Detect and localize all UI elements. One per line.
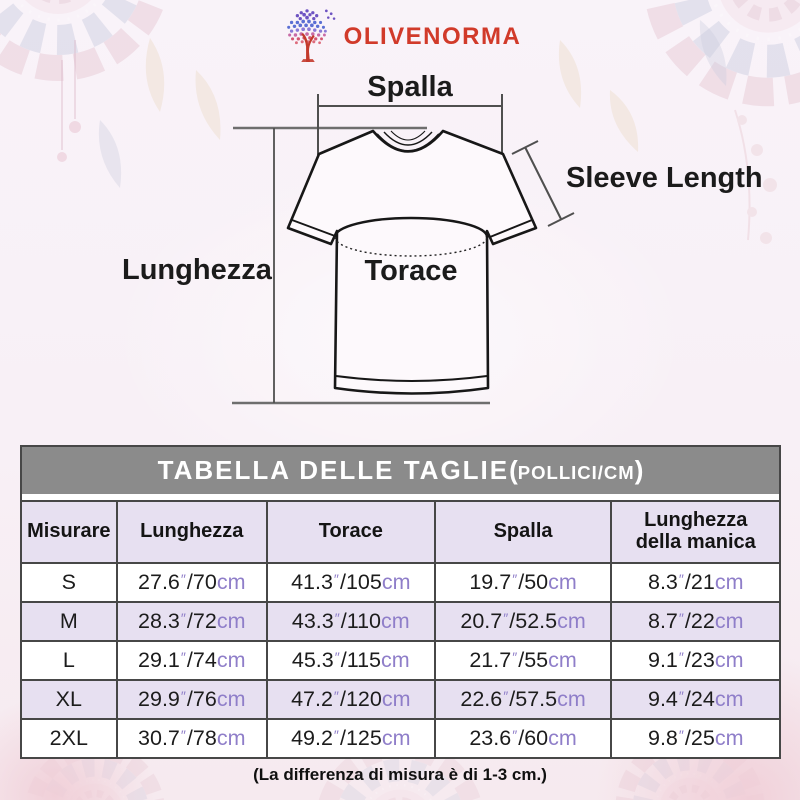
size-table-section: TABELLA DELLE TAGLIE(POLLICI/CM) Misurar… bbox=[20, 445, 781, 759]
measurement-cell: 29.1″/74cm bbox=[115, 640, 268, 681]
size-cell: S bbox=[20, 562, 118, 603]
column-header-torace: Torace bbox=[265, 500, 436, 564]
size-table-title: TABELLA DELLE TAGLIE(POLLICI/CM) bbox=[20, 445, 781, 494]
column-header-lunghezza: Lunghezza bbox=[115, 500, 268, 564]
collar-inner-line bbox=[376, 133, 440, 152]
size-row-L: L 29.1″/74cm 45.3″/115cm 21.7″/55cm 9.1″/23c… bbox=[20, 640, 781, 681]
measurement-tolerance-note: (La differenza di misura è di 1-3 cm.) bbox=[253, 765, 547, 784]
sleeve-measure-line bbox=[511, 140, 575, 227]
measurement-cell: 23.6″/60cm bbox=[433, 718, 613, 759]
size-table-title-row: TABELLA DELLE TAGLIE(POLLICI/CM) bbox=[20, 445, 781, 494]
table-spacer bbox=[20, 494, 781, 502]
size-row-S: S 27.6″/70cm 41.3″/105cm 19.7″/50cm 8.3″/21c… bbox=[20, 562, 781, 603]
measurement-cell: 9.8″/25cm bbox=[610, 718, 781, 759]
measurement-cell: 19.7″/50cm bbox=[433, 562, 613, 603]
brand-tree-icon bbox=[286, 9, 335, 63]
measurement-cell: 22.6″/57.5cm bbox=[433, 679, 613, 720]
sleeve-cuff-lines bbox=[291, 219, 533, 238]
size-cell: 2XL bbox=[20, 718, 118, 759]
brand-name: OLIVENORMA bbox=[343, 23, 522, 50]
torace-ellipse-bottom bbox=[333, 216, 489, 238]
tree-trunk bbox=[300, 33, 315, 63]
lunghezza-label: Lunghezza bbox=[122, 254, 272, 286]
column-header-misurare: Misurare bbox=[20, 500, 118, 564]
measurement-cell: 43.3″/110cm bbox=[265, 601, 436, 642]
measurement-cell: 9.4″/24cm bbox=[610, 679, 781, 720]
size-row-2XL: 2XL 30.7″/78cm 49.2″/125cm 23.6″/60cm 9.8″/2… bbox=[20, 718, 781, 759]
column-header-manica: Lunghezza della manica bbox=[610, 500, 781, 564]
hem-inner-line bbox=[335, 375, 488, 382]
table-title-units: POLLICI/CM bbox=[517, 462, 635, 483]
torace-ellipse-top bbox=[334, 236, 488, 257]
torace-label: Torace bbox=[364, 255, 458, 287]
column-header-spalla: Spalla bbox=[433, 500, 613, 564]
measurement-cell: 41.3″/105cm bbox=[265, 562, 436, 603]
measurement-cell: 27.6″/70cm bbox=[115, 562, 268, 603]
measurement-cell: 9.1″/23cm bbox=[610, 640, 781, 681]
measurement-cell: 28.3″/72cm bbox=[115, 601, 268, 642]
length-reference-lines bbox=[232, 126, 490, 405]
spalla-measure-line bbox=[317, 94, 503, 155]
size-cell: L bbox=[20, 640, 118, 681]
measurement-cell: 8.7″/22cm bbox=[610, 601, 781, 642]
measurement-cell: 20.7″/52.5cm bbox=[433, 601, 613, 642]
tshirt-diagram-drawing bbox=[232, 94, 575, 405]
table-title-text: TABELLA DELLE TAGLIE bbox=[157, 455, 510, 485]
measurement-cell: 30.7″/78cm bbox=[115, 718, 268, 759]
measurement-cell: 21.7″/55cm bbox=[433, 640, 613, 681]
measurement-cell: 8.3″/21cm bbox=[610, 562, 781, 603]
measurement-cell: 47.2″/120cm bbox=[265, 679, 436, 720]
size-cell: M bbox=[20, 601, 118, 642]
sleeve-length-label: Sleeve Length bbox=[566, 162, 763, 194]
measurement-cell: 45.3″/115cm bbox=[265, 640, 436, 681]
brand-logo: OLIVENORMA bbox=[0, 4, 800, 66]
size-table-header-row: Misurare Lunghezza Torace Spalla Lunghez… bbox=[20, 500, 781, 564]
size-table: TABELLA DELLE TAGLIE(POLLICI/CM) Misurar… bbox=[20, 445, 781, 759]
spalla-label: Spalla bbox=[367, 71, 453, 103]
size-row-XL: XL 29.9″/76cm 47.2″/120cm 22.6″/57.5cm 9.4″/… bbox=[20, 679, 781, 720]
tshirt-measurement-diagram: Spalla Sleeve Length Lunghezza Torace bbox=[122, 71, 763, 405]
measurement-cell: 49.2″/125cm bbox=[265, 718, 436, 759]
size-cell: XL bbox=[20, 679, 118, 720]
measurement-cell: 29.9″/76cm bbox=[115, 679, 268, 720]
size-row-M: M 28.3″/72cm 43.3″/110cm 20.7″/52.5cm 8.7″/2… bbox=[20, 601, 781, 642]
